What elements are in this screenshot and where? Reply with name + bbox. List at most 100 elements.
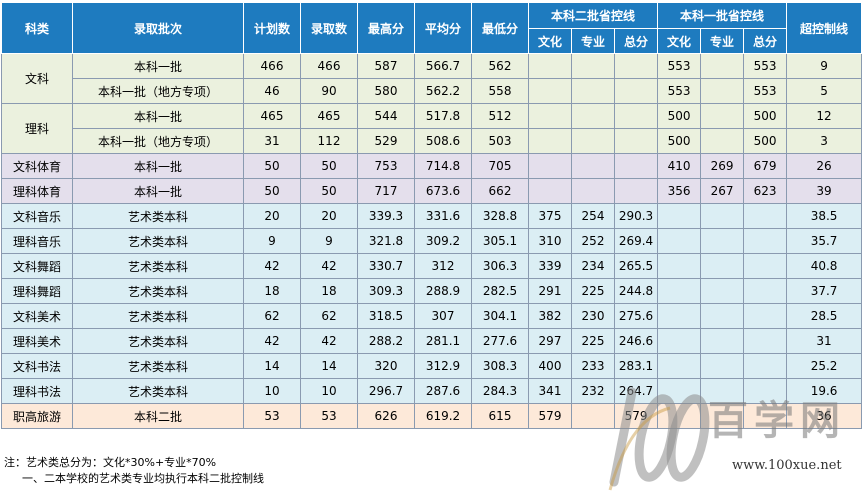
cell-s2t: 244.8 (613, 278, 659, 304)
cell-batch: 艺术类本科 (72, 203, 244, 229)
header-first-batch-line: 本科一批省控线 (657, 2, 788, 29)
admission-score-table: 科类 录取批次 计划数 录取数 最高分 平均分 最低分 本科二批省控线 本科一批… (1, 2, 863, 429)
cell-s2c (528, 153, 572, 179)
cell-min: 308.3 (471, 353, 529, 379)
cell-plan: 20 (243, 203, 301, 229)
cell-min: 558 (471, 78, 529, 104)
cell-avg: 714.8 (414, 153, 472, 179)
table-row: 本科一批（地方专项） 46 90 580 562.2 558 553 553 5 (2, 78, 863, 104)
cell-min: 284.3 (471, 378, 529, 404)
cell-admitted: 90 (300, 78, 358, 104)
cell-min: 662 (471, 178, 529, 204)
cell-s2c: 382 (528, 303, 572, 329)
cell-batch: 艺术类本科 (72, 278, 244, 304)
header-max: 最高分 (357, 2, 415, 54)
table-row: 理科体育 本科一批 50 50 717 673.6 662 356 267 623 39 (1, 178, 863, 204)
cell-s2m: 234 (571, 253, 615, 279)
cell-s2m (571, 78, 615, 104)
cell-s1m (700, 403, 745, 429)
header-plan: 计划数 (243, 2, 301, 54)
cell-category: 文科 (1, 53, 73, 104)
cell-max: 717 (357, 178, 415, 204)
cell-s1c: 553 (657, 53, 702, 79)
cell-over: 35.7 (786, 228, 863, 254)
cell-s2c: 339 (528, 253, 572, 279)
table-row: 理科美术 艺术类本科 42 42 288.2 281.1 277.6 297 225 246.6 3… (1, 328, 863, 354)
cell-s1m: 267 (700, 178, 745, 204)
cell-min: 306.3 (471, 253, 529, 279)
cell-over: 39 (786, 178, 863, 204)
cell-max: 318.5 (357, 303, 415, 329)
cell-batch: 本科一批 (72, 153, 244, 179)
cell-s2m: 230 (571, 303, 615, 329)
cell-s2c (528, 178, 572, 204)
cell-admitted: 18 (300, 278, 358, 304)
header-avg: 平均分 (414, 2, 472, 54)
cell-avg: 562.2 (414, 78, 472, 104)
cell-over: 38.5 (786, 203, 863, 229)
cell-s1t: 623 (743, 178, 788, 204)
cell-max: 529 (357, 128, 415, 154)
cell-max: 321.8 (357, 228, 415, 254)
cell-min: 562 (471, 53, 529, 79)
table-row: 职高旅游 本科二批 53 53 626 619.2 615 579 579 36 (1, 403, 863, 429)
header-admitted: 录取数 (300, 2, 358, 54)
note-art-total-formula: 注：艺术类总分为：文化*30%+专业*70% (4, 456, 217, 469)
cell-s1m (700, 378, 745, 404)
header-second-batch-line: 本科二批省控线 (527, 2, 659, 29)
cell-min: 328.8 (471, 203, 529, 229)
cell-s1c: 500 (657, 103, 702, 129)
cell-s1t: 500 (743, 128, 788, 154)
table-row: 文科舞蹈 艺术类本科 42 42 330.7 312 306.3 339 234 265.5 40.… (1, 253, 863, 279)
cell-s2m (571, 128, 615, 154)
cell-category: 文科体育 (1, 153, 73, 179)
table-row: 理科舞蹈 艺术类本科 18 18 309.3 288.9 282.5 291 225 244.8 3… (1, 278, 863, 304)
cell-s1t: 679 (743, 153, 788, 179)
cell-plan: 466 (243, 53, 301, 79)
cell-max: 330.7 (357, 253, 415, 279)
cell-avg: 566.7 (414, 53, 472, 79)
cell-category: 文科舞蹈 (1, 253, 73, 279)
cell-plan: 18 (243, 278, 301, 304)
cell-category: 理科音乐 (1, 228, 73, 254)
cell-batch: 本科一批 (72, 53, 244, 79)
cell-avg: 508.6 (414, 128, 472, 154)
cell-s1c (657, 378, 702, 404)
cell-batch: 本科一批 (72, 103, 244, 129)
cell-s2m (571, 153, 615, 179)
table-row: 本科一批（地方专项） 31 112 529 508.6 503 500 500 3 (2, 128, 863, 154)
cell-batch: 艺术类本科 (72, 353, 244, 379)
cell-category: 文科音乐 (1, 203, 73, 229)
header-second-total: 总分 (613, 28, 659, 54)
cell-avg: 312.9 (414, 353, 472, 379)
cell-over: 19.6 (786, 378, 863, 404)
header-first-major: 专业 (700, 28, 745, 54)
header-over-line: 超控制线 (786, 2, 863, 54)
cell-admitted: 53 (300, 403, 358, 429)
cell-s1m: 269 (700, 153, 745, 179)
cell-s1t (743, 203, 788, 229)
cell-over: 9 (786, 53, 863, 79)
cell-plan: 42 (243, 328, 301, 354)
cell-avg: 331.6 (414, 203, 472, 229)
cell-max: 580 (357, 78, 415, 104)
cell-admitted: 466 (300, 53, 358, 79)
cell-batch: 本科一批（地方专项） (72, 128, 244, 154)
cell-plan: 31 (243, 128, 301, 154)
cell-s1t (743, 253, 788, 279)
cell-min: 705 (471, 153, 529, 179)
cell-s2t: 275.6 (613, 303, 659, 329)
cell-admitted: 465 (300, 103, 358, 129)
cell-s2m: 233 (571, 353, 615, 379)
cell-admitted: 112 (300, 128, 358, 154)
cell-min: 512 (471, 103, 529, 129)
header-second-major: 专业 (571, 28, 615, 54)
cell-avg: 673.6 (414, 178, 472, 204)
cell-over: 3 (786, 128, 863, 154)
cell-s2c (528, 128, 572, 154)
table-row: 文科书法 艺术类本科 14 14 320 312.9 308.3 400 233 283.1 25.… (1, 353, 863, 379)
cell-max: 288.2 (357, 328, 415, 354)
cell-over: 31 (786, 328, 863, 354)
table-row: 文科 本科一批 466 466 587 566.7 562 553 553 9 (1, 53, 863, 104)
table-row: 理科音乐 艺术类本科 9 9 321.8 309.2 305.1 310 252 269.4 35.… (1, 228, 863, 254)
